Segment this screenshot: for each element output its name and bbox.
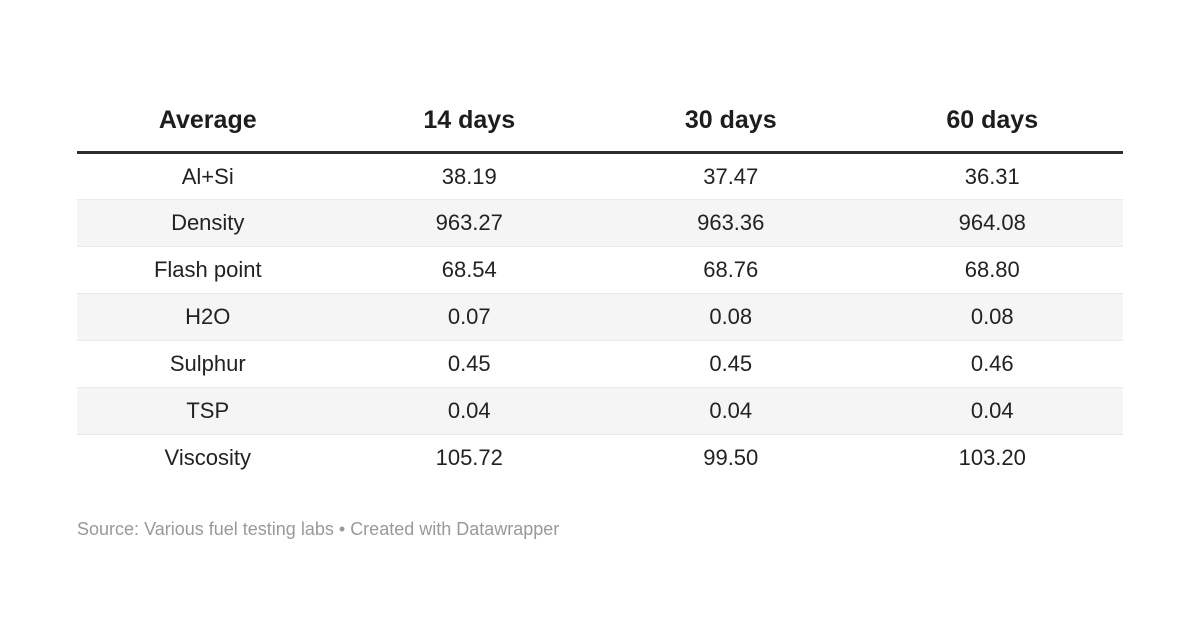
table-row: Sulphur 0.45 0.45 0.46 xyxy=(77,340,1123,388)
table-row: Viscosity 105.72 99.50 103.20 xyxy=(77,435,1123,482)
cell-value: 0.04 xyxy=(600,387,862,435)
data-table: Average 14 days 30 days 60 days Al+Si 38.… xyxy=(77,97,1123,482)
table-chart: Average 14 days 30 days 60 days Al+Si 38.… xyxy=(77,97,1123,540)
table-row: Density 963.27 963.36 964.08 xyxy=(77,199,1123,247)
cell-value: 0.45 xyxy=(338,340,600,388)
header-row: Average 14 days 30 days 60 days xyxy=(77,97,1123,154)
table-row: TSP 0.04 0.04 0.04 xyxy=(77,387,1123,435)
cell-value: 68.54 xyxy=(338,246,600,294)
table-row: H2O 0.07 0.08 0.08 xyxy=(77,293,1123,341)
source-value: Various fuel testing labs xyxy=(144,518,334,539)
row-label: Viscosity xyxy=(164,445,251,471)
row-label: TSP xyxy=(77,387,339,435)
row-label: H2O xyxy=(77,293,339,341)
cell-value: 68.80 xyxy=(861,246,1123,294)
chart-footer: Source: Various fuel testing labs • Crea… xyxy=(77,518,1123,540)
table-row: Al+Si 38.19 37.47 36.31 xyxy=(77,152,1123,200)
cell-value: 105.72 xyxy=(435,445,503,471)
footer-separator: • xyxy=(338,518,346,539)
table-row: Flash point 68.54 68.76 68.80 xyxy=(77,246,1123,294)
cell-value: 0.46 xyxy=(861,340,1123,388)
cell-value: 99.50 xyxy=(703,445,759,471)
row-label: Al+Si xyxy=(77,152,339,200)
cell-value: 0.45 xyxy=(600,340,862,388)
column-header-average: Average xyxy=(77,97,339,154)
column-header-60-days: 60 days xyxy=(861,97,1123,154)
cell-value: 0.08 xyxy=(861,293,1123,341)
row-label: Flash point xyxy=(77,246,339,294)
cell-value: 103.20 xyxy=(958,445,1026,471)
cell-value: 964.08 xyxy=(861,199,1123,247)
cell-value: 0.07 xyxy=(338,293,600,341)
column-header-14-days: 14 days xyxy=(338,97,600,154)
table-body: Al+Si 38.19 37.47 36.31 Density 963.27 963.36 9… xyxy=(77,152,1123,482)
table-header: Average 14 days 30 days 60 days xyxy=(77,97,1123,154)
source-label: Source: xyxy=(77,518,140,539)
cell-value: 37.47 xyxy=(600,152,862,200)
cell-value: 963.36 xyxy=(600,199,862,247)
cell-value: 0.04 xyxy=(861,387,1123,435)
cell-value: 68.76 xyxy=(600,246,862,294)
cell-value: 0.08 xyxy=(600,293,862,341)
row-label: Density xyxy=(77,199,339,247)
cell-value: 963.27 xyxy=(338,199,600,247)
column-header-30-days: 30 days xyxy=(600,97,862,154)
cell-value: 0.04 xyxy=(338,387,600,435)
row-label: Sulphur xyxy=(77,340,339,388)
cell-value: 38.19 xyxy=(338,152,600,200)
cell-value: 36.31 xyxy=(861,152,1123,200)
datawrapper-attribution-link[interactable]: Created with Datawrapper xyxy=(350,518,560,539)
